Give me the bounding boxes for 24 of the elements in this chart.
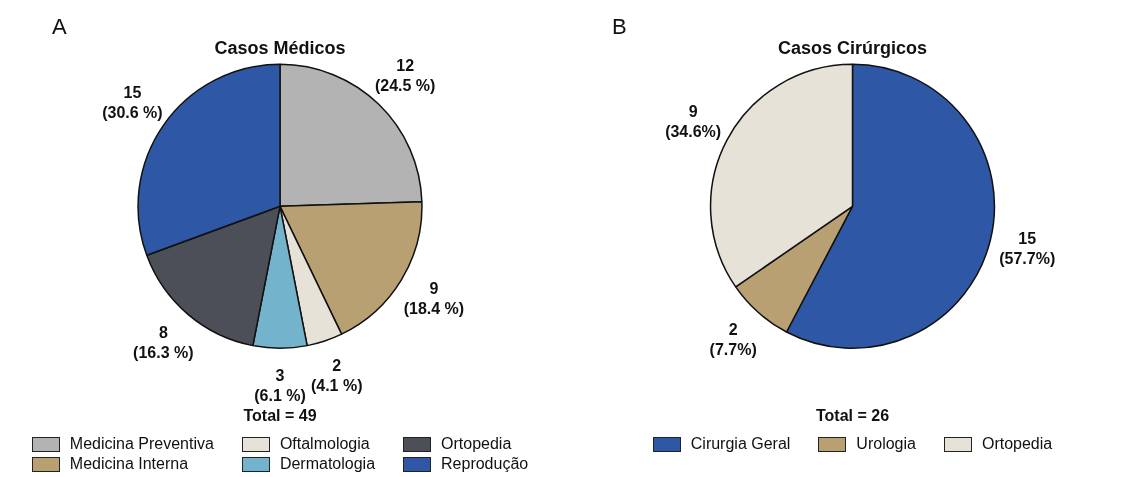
data-label: 9 (18.4 %) xyxy=(403,279,465,317)
text: Total = 26 xyxy=(815,406,890,424)
legend-label: Cirurgia Geral xyxy=(690,435,791,453)
data-label: 15 (30.6 %) xyxy=(102,83,163,121)
data-label: 9 (34.6%) xyxy=(665,103,722,141)
legend-label: Medicina Interna xyxy=(69,455,189,473)
legend-label: Medicina Preventiva xyxy=(69,435,214,453)
data-label: 2 (7.7%) xyxy=(709,321,757,359)
legend-label: Urologia xyxy=(856,435,916,453)
data-label: 12 (24.5 %) xyxy=(374,57,436,95)
text: A xyxy=(52,14,67,40)
data-label: 15 (57.7%) xyxy=(999,229,1056,267)
text: B xyxy=(612,14,627,40)
legend-label: Ortopedia xyxy=(441,435,512,453)
data-label: 3 (6.1 %) xyxy=(254,366,306,404)
data-label: 8 (16.3 %) xyxy=(133,323,194,361)
legend-label: Reprodução xyxy=(441,455,529,473)
text: Total = 49 xyxy=(243,406,317,424)
legend-label: Oftalmologia xyxy=(279,435,370,453)
chart-title: Casos Cirúrgicos xyxy=(777,37,928,58)
data-label: 2 (4.1 %) xyxy=(310,357,363,395)
chart-title: Casos Médicos xyxy=(214,37,346,58)
legend-label: Dermatologia xyxy=(279,455,376,473)
legend-label: Ortopedia xyxy=(981,435,1053,453)
